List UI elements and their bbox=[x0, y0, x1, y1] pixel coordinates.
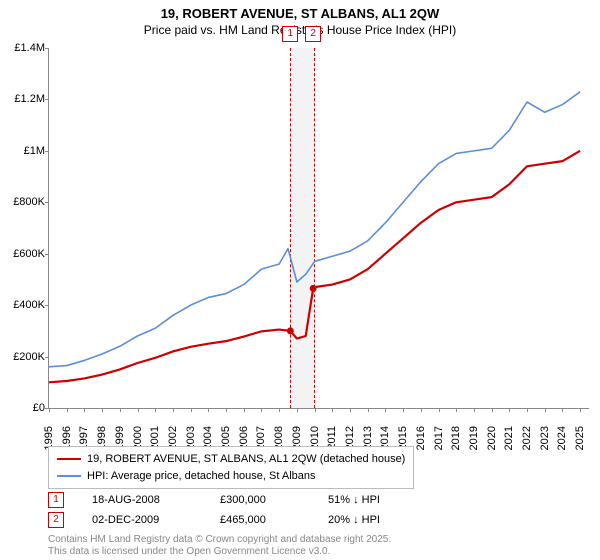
x-tick-mark bbox=[492, 408, 493, 412]
x-tick-mark bbox=[261, 408, 262, 412]
x-tick-mark bbox=[315, 408, 316, 412]
y-tick-label: £1M bbox=[1, 145, 45, 157]
sale-row-marker: 1 bbox=[48, 492, 64, 508]
sale-point-2 bbox=[310, 285, 317, 292]
x-tick-mark bbox=[332, 408, 333, 412]
x-tick-label: 2022 bbox=[521, 426, 533, 450]
chart-subtitle: Price paid vs. HM Land Registry's House … bbox=[0, 23, 600, 39]
sale-marker-2: 2 bbox=[305, 26, 321, 42]
x-tick-mark bbox=[120, 408, 121, 412]
x-tick-mark bbox=[421, 408, 422, 412]
x-tick-mark bbox=[226, 408, 227, 412]
x-tick-mark bbox=[297, 408, 298, 412]
x-tick-mark bbox=[545, 408, 546, 412]
y-tick-label: £200K bbox=[1, 351, 45, 363]
x-tick-mark bbox=[138, 408, 139, 412]
x-tick-label: 2023 bbox=[539, 426, 551, 450]
x-tick-mark bbox=[279, 408, 280, 412]
footnote-line-2: This data is licensed under the Open Gov… bbox=[48, 546, 391, 558]
series-price_paid bbox=[49, 151, 580, 382]
plot-region: £0£200K£400K£600K£800K£1M£1.2M£1.4M19951… bbox=[48, 48, 589, 409]
x-tick-mark bbox=[474, 408, 475, 412]
legend-label: 19, ROBERT AVENUE, ST ALBANS, AL1 2QW (d… bbox=[87, 451, 405, 468]
x-tick-mark bbox=[403, 408, 404, 412]
y-tick-mark bbox=[45, 151, 49, 152]
x-tick-label: 2025 bbox=[574, 426, 586, 450]
legend-item: 19, ROBERT AVENUE, ST ALBANS, AL1 2QW (d… bbox=[57, 451, 405, 468]
y-tick-label: £400K bbox=[1, 299, 45, 311]
chart-container: 19, ROBERT AVENUE, ST ALBANS, AL1 2QW Pr… bbox=[0, 0, 600, 560]
sale-price: £300,000 bbox=[220, 494, 300, 506]
x-tick-mark bbox=[191, 408, 192, 412]
x-tick-mark bbox=[456, 408, 457, 412]
sale-point-1 bbox=[287, 327, 294, 334]
x-tick-label: 2016 bbox=[415, 426, 427, 450]
sales-table: 1 18-AUG-2008 £300,000 51% ↓ HPI 2 02-DEC-200… bbox=[48, 490, 408, 530]
y-tick-mark bbox=[45, 254, 49, 255]
x-tick-label: 2019 bbox=[468, 426, 480, 450]
y-tick-mark bbox=[45, 357, 49, 358]
x-tick-mark bbox=[155, 408, 156, 412]
sale-row: 1 18-AUG-2008 £300,000 51% ↓ HPI bbox=[48, 490, 408, 510]
footnote-line-1: Contains HM Land Registry data © Crown c… bbox=[48, 534, 391, 546]
x-tick-mark bbox=[350, 408, 351, 412]
x-tick-label: 2020 bbox=[486, 426, 498, 450]
x-tick-mark bbox=[67, 408, 68, 412]
x-tick-label: 2024 bbox=[556, 426, 568, 450]
y-tick-label: £800K bbox=[1, 196, 45, 208]
x-tick-mark bbox=[509, 408, 510, 412]
legend-label: HPI: Average price, detached house, St A… bbox=[87, 468, 316, 485]
x-tick-mark bbox=[84, 408, 85, 412]
x-tick-label: 2021 bbox=[503, 426, 515, 450]
footnote: Contains HM Land Registry data © Crown c… bbox=[48, 534, 391, 558]
line-series-svg bbox=[49, 48, 589, 408]
sale-hpi: 20% ↓ HPI bbox=[328, 514, 408, 526]
x-tick-mark bbox=[439, 408, 440, 412]
y-tick-mark bbox=[45, 48, 49, 49]
sale-date: 18-AUG-2008 bbox=[92, 494, 192, 506]
sale-row: 2 02-DEC-2009 £465,000 20% ↓ HPI bbox=[48, 510, 408, 530]
x-tick-mark bbox=[527, 408, 528, 412]
sale-price: £465,000 bbox=[220, 514, 300, 526]
x-tick-mark bbox=[102, 408, 103, 412]
y-tick-mark bbox=[45, 202, 49, 203]
y-tick-mark bbox=[45, 99, 49, 100]
chart-title: 19, ROBERT AVENUE, ST ALBANS, AL1 2QW bbox=[0, 0, 600, 23]
y-tick-label: £1.2M bbox=[1, 93, 45, 105]
x-tick-mark bbox=[244, 408, 245, 412]
x-tick-label: 2017 bbox=[433, 426, 445, 450]
sale-marker-1: 1 bbox=[282, 26, 298, 42]
legend-swatch bbox=[57, 475, 81, 477]
x-tick-label: 2018 bbox=[450, 426, 462, 450]
x-tick-mark bbox=[173, 408, 174, 412]
sale-date: 02-DEC-2009 bbox=[92, 514, 192, 526]
series-hpi bbox=[49, 92, 580, 367]
legend: 19, ROBERT AVENUE, ST ALBANS, AL1 2QW (d… bbox=[48, 446, 414, 489]
legend-swatch bbox=[57, 458, 81, 460]
chart-area: £0£200K£400K£600K£800K£1M£1.2M£1.4M19951… bbox=[48, 48, 588, 408]
y-tick-mark bbox=[45, 305, 49, 306]
x-tick-mark bbox=[208, 408, 209, 412]
x-tick-mark bbox=[368, 408, 369, 412]
x-tick-mark bbox=[385, 408, 386, 412]
y-tick-label: £600K bbox=[1, 248, 45, 260]
legend-item: HPI: Average price, detached house, St A… bbox=[57, 468, 405, 485]
x-tick-mark bbox=[49, 408, 50, 412]
y-tick-label: £0 bbox=[1, 402, 45, 414]
sale-row-marker: 2 bbox=[48, 512, 64, 528]
x-tick-mark bbox=[580, 408, 581, 412]
sale-hpi: 51% ↓ HPI bbox=[328, 494, 408, 506]
x-tick-mark bbox=[562, 408, 563, 412]
y-tick-label: £1.4M bbox=[1, 42, 45, 54]
